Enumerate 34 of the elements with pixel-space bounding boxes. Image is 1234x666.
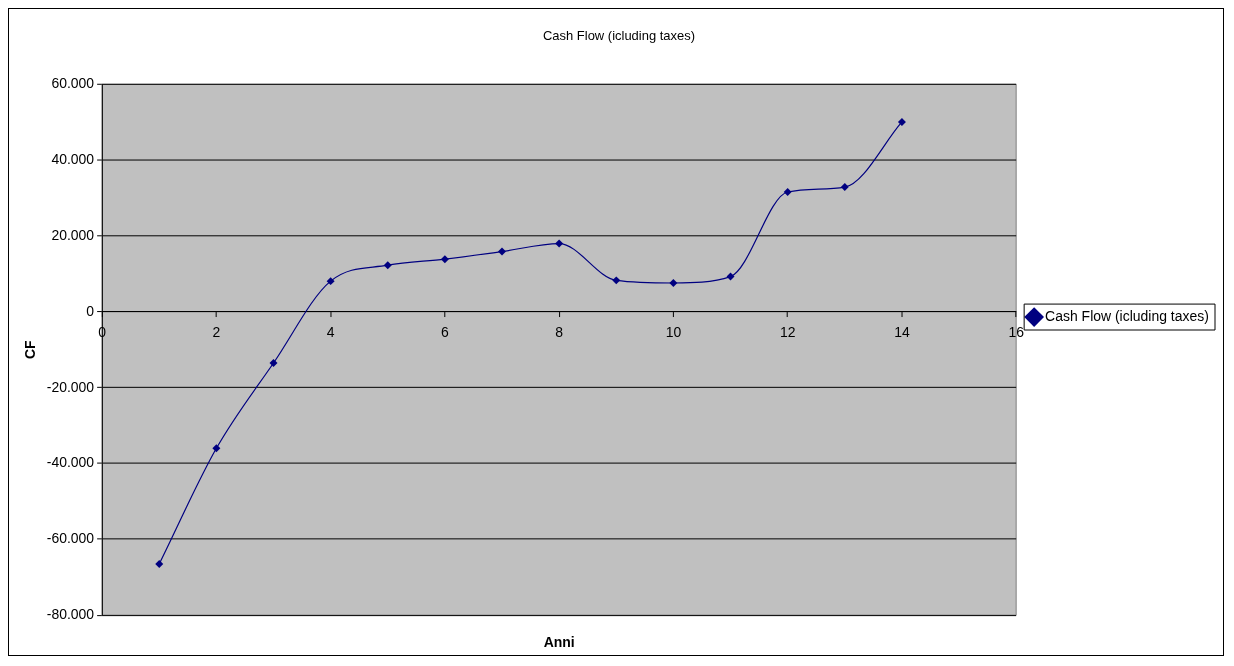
y-tick-label: 40.000 [51, 151, 95, 168]
point [212, 444, 221, 453]
point [498, 247, 507, 256]
x-tick-label: 16 [1008, 324, 1025, 341]
point [440, 255, 449, 264]
x-tick-label: 12 [779, 324, 796, 341]
point [897, 117, 906, 126]
point [669, 279, 678, 288]
y-tick-label: 20.000 [51, 226, 95, 243]
y-tick-label: -40.000 [46, 454, 95, 471]
point [783, 188, 792, 197]
point [555, 239, 564, 248]
point [326, 277, 335, 286]
y-tick-label: -20.000 [46, 378, 95, 395]
chart-title: Cash Flow (icluding taxes) [542, 28, 695, 44]
point [840, 183, 849, 192]
y-tick-label: -60.000 [46, 530, 95, 547]
y-tick-label: 0 [86, 302, 95, 319]
x-tick-label: 6 [441, 324, 450, 341]
point [726, 272, 735, 281]
x-tick-label: 14 [894, 324, 910, 341]
point [269, 359, 278, 367]
point [155, 559, 164, 568]
x-tick-label: 8 [555, 324, 564, 341]
x-axis-title: Anni [543, 633, 575, 650]
y-tick-label: 60.000 [51, 75, 95, 92]
y-tick-label: -80.000 [46, 605, 95, 622]
x-tick-label: 2 [212, 324, 221, 341]
y-axis-title: CF [22, 339, 39, 360]
x-tick-label: 4 [326, 324, 335, 341]
legend-label: Cash Flow (icluding taxes) [1045, 307, 1209, 324]
point [383, 261, 392, 270]
point [612, 276, 621, 285]
x-tick-label: 10 [665, 324, 682, 341]
